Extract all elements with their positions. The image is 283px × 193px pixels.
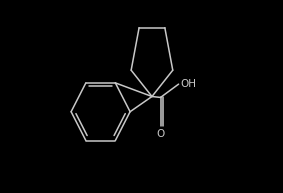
Text: O: O [156, 129, 165, 139]
Text: OH: OH [180, 79, 196, 89]
